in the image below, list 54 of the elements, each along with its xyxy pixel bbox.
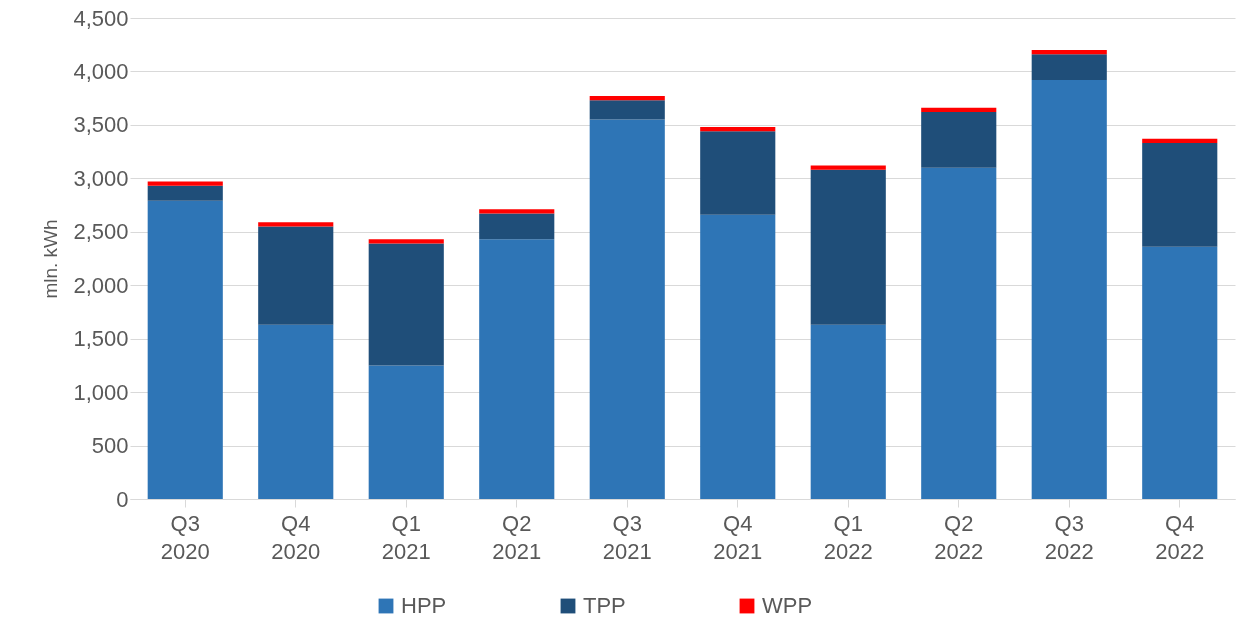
bar <box>258 226 334 325</box>
bar <box>1142 143 1218 247</box>
bar <box>147 200 223 499</box>
y-tick-label: 2,500 <box>73 219 129 245</box>
bar <box>479 213 555 240</box>
y-tick-label: 4,000 <box>73 58 129 84</box>
legend-label: WPP <box>762 593 813 618</box>
x-tick-label: Q1 2021 <box>381 510 431 564</box>
x-tick-label: Q3 2022 <box>1044 510 1094 564</box>
legend-label: TPP <box>583 593 626 618</box>
bar <box>921 167 997 499</box>
bar <box>1031 80 1107 499</box>
bar <box>147 185 223 201</box>
bar <box>589 100 665 120</box>
bar <box>368 365 444 499</box>
y-tick-label: 500 <box>91 433 129 459</box>
bar <box>1142 246 1218 499</box>
bar <box>258 324 334 499</box>
x-tick-label: Q2 2021 <box>492 510 542 564</box>
bar <box>147 181 223 186</box>
x-tick-label: Q1 2022 <box>823 510 873 564</box>
bar <box>1031 54 1107 80</box>
bar <box>700 127 776 132</box>
x-tick-label: Q3 2020 <box>160 510 210 564</box>
y-tick-label: 1,000 <box>73 379 129 405</box>
x-tick-label: Q2 2022 <box>934 510 984 564</box>
legend-label: HPP <box>401 593 447 618</box>
y-tick-label: 1,500 <box>73 326 129 352</box>
x-tick-label: Q3 2021 <box>602 510 652 564</box>
bar <box>368 239 444 244</box>
bar <box>368 243 444 366</box>
y-axis-title: mln. kWh <box>40 219 62 299</box>
y-tick-label: 2,000 <box>73 272 129 298</box>
bar <box>700 131 776 215</box>
bar <box>810 165 886 170</box>
bar <box>589 119 665 499</box>
bar <box>1031 50 1107 55</box>
bar <box>589 96 665 101</box>
bar <box>921 112 997 168</box>
x-tick-label: Q4 2020 <box>271 510 321 564</box>
bar <box>479 239 555 499</box>
bar <box>700 214 776 499</box>
bar <box>810 169 886 325</box>
y-tick-label: 3,000 <box>73 165 129 191</box>
bar <box>1142 138 1218 144</box>
y-tick-label: 0 <box>116 486 129 512</box>
bar <box>921 107 997 113</box>
bar <box>258 222 334 227</box>
x-tick-label: Q4 2022 <box>1155 510 1205 564</box>
bar <box>479 209 555 214</box>
bar <box>810 324 886 499</box>
x-tick-label: Q4 2021 <box>713 510 763 564</box>
y-tick-label: 3,500 <box>73 112 129 138</box>
y-tick-label: 4,500 <box>73 5 129 31</box>
